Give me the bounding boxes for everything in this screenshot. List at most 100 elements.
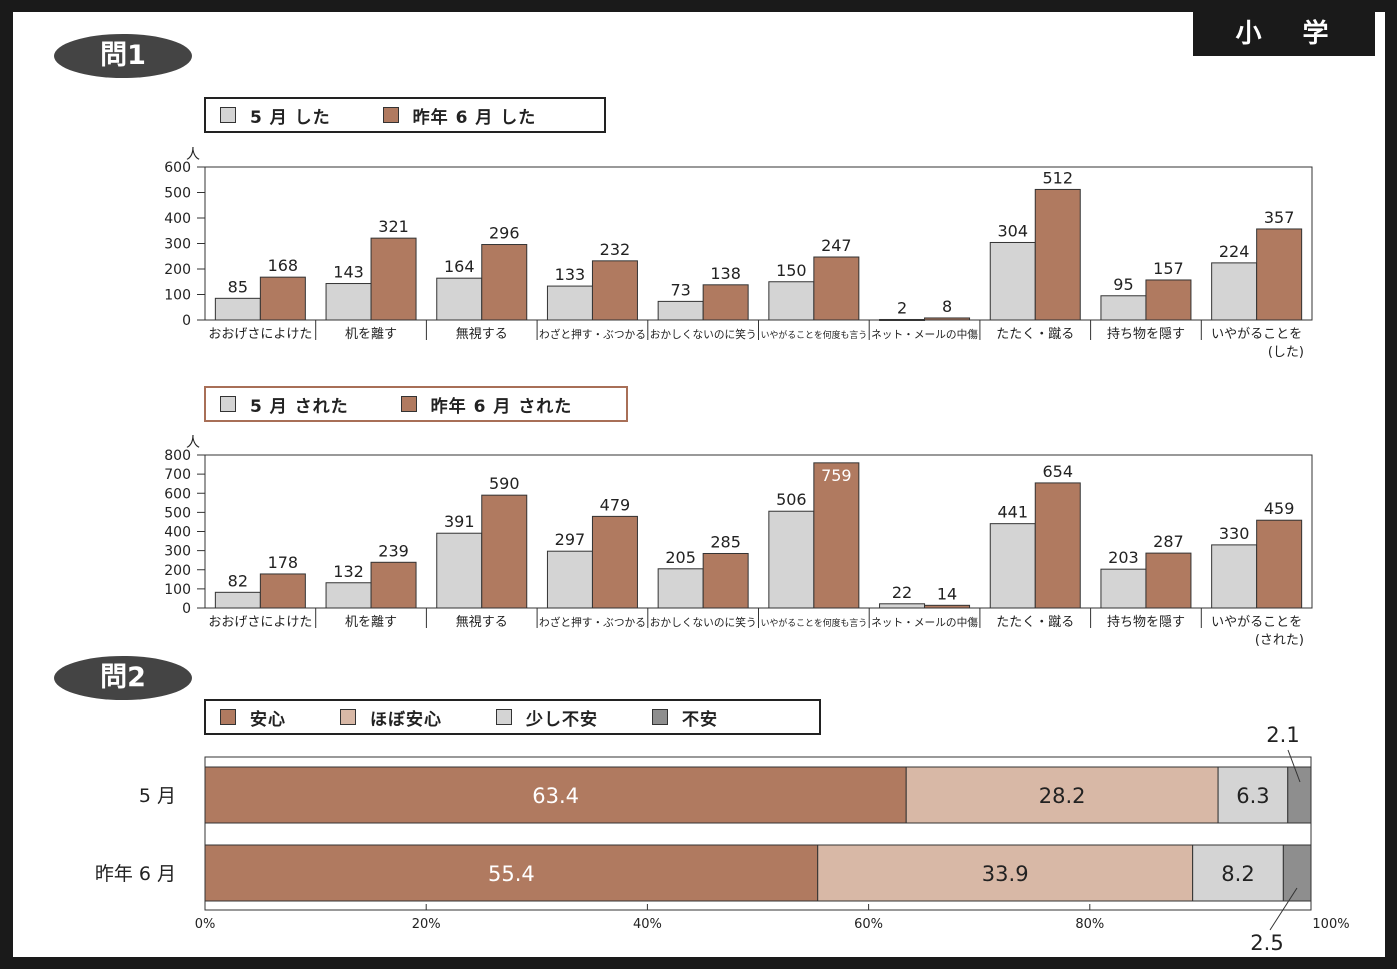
- bar: [1212, 545, 1257, 608]
- category-label: いやがることを何度も言う: [761, 617, 868, 629]
- data-label: 304: [997, 221, 1028, 240]
- bar: [371, 238, 416, 320]
- segment-label: 55.4: [488, 862, 535, 886]
- bar: [703, 553, 748, 608]
- bar: [1101, 296, 1146, 320]
- y-tick-label: 500: [164, 505, 191, 521]
- data-label: 143: [333, 263, 364, 282]
- data-label: 247: [821, 236, 852, 255]
- category-label: わざと押す・ぶつかる: [539, 328, 646, 341]
- category-label: たたく・蹴る: [996, 615, 1074, 630]
- category-label-sub: (した): [1268, 345, 1304, 360]
- bar: [547, 551, 592, 608]
- bar: [880, 319, 925, 320]
- bar: [592, 261, 637, 320]
- category-label-sub: (された): [1255, 633, 1304, 648]
- category-label: いやがることを何度も言う: [761, 329, 868, 341]
- y-tick-label: 200: [164, 563, 191, 579]
- data-label: 224: [1219, 242, 1250, 261]
- data-label: 590: [489, 474, 520, 493]
- row-label: 昨年 6 月: [95, 863, 176, 885]
- data-label: 512: [1042, 168, 1073, 187]
- bar: [990, 242, 1035, 320]
- y-tick-label: 400: [164, 211, 191, 227]
- segment-label: 33.9: [982, 862, 1029, 886]
- callout-label: 2.5: [1250, 931, 1283, 955]
- bar: [215, 298, 260, 320]
- bar: [326, 284, 371, 320]
- data-label: 239: [378, 541, 409, 560]
- data-label: 357: [1264, 208, 1295, 227]
- data-label: 82: [228, 571, 248, 590]
- data-label: 232: [600, 240, 631, 259]
- x-tick-label: 40%: [633, 917, 662, 932]
- category-label: 無視する: [456, 615, 508, 630]
- data-label: 95: [1113, 275, 1133, 294]
- category-label: 持ち物を隠す: [1107, 615, 1185, 630]
- category-label: 机を離す: [345, 327, 397, 342]
- x-tick-label: 80%: [1075, 917, 1104, 932]
- bar: [1035, 189, 1080, 320]
- data-label: 287: [1153, 532, 1184, 551]
- category-label: 机を離す: [345, 615, 397, 630]
- segment-label: 6.3: [1236, 784, 1269, 808]
- bar: [880, 604, 925, 608]
- data-label: 168: [268, 256, 299, 275]
- x-tick-label: 100%: [1312, 917, 1349, 932]
- bar: [260, 277, 305, 320]
- data-label: 133: [555, 265, 586, 284]
- data-label: 654: [1042, 462, 1073, 481]
- data-label: 296: [489, 224, 520, 243]
- data-label: 73: [670, 280, 690, 299]
- category-label: 無視する: [456, 327, 508, 342]
- category-label: ネット・メールの中傷: [871, 616, 978, 629]
- bar: [769, 282, 814, 320]
- category-label: おおげさによけた: [208, 327, 312, 342]
- segment-label: 28.2: [1039, 784, 1086, 808]
- data-label: 132: [333, 562, 364, 581]
- data-label: 157: [1153, 259, 1184, 278]
- bar: [925, 318, 970, 320]
- bar: [482, 245, 527, 320]
- bar: [1146, 280, 1191, 320]
- category-label: いやがることを: [1211, 327, 1302, 342]
- data-label: 321: [378, 217, 409, 236]
- bar: [1035, 483, 1080, 608]
- category-label: おおげさによけた: [208, 615, 312, 630]
- bar: [437, 278, 482, 320]
- bar: [814, 257, 859, 320]
- category-label: いやがることを: [1211, 615, 1302, 630]
- bar: [547, 286, 592, 320]
- category-label: おかしくないのに笑う: [650, 616, 757, 629]
- bar: [925, 605, 970, 608]
- stacked-segment: [1288, 767, 1311, 823]
- category-label: たたく・蹴る: [996, 327, 1074, 342]
- bar: [437, 533, 482, 608]
- data-label: 759: [821, 466, 852, 485]
- bar: [703, 285, 748, 320]
- data-label: 164: [444, 257, 475, 276]
- segment-label: 8.2: [1221, 862, 1254, 886]
- y-unit-label: 人: [186, 435, 200, 451]
- y-tick-label: 100: [164, 582, 191, 598]
- data-label: 85: [228, 277, 248, 296]
- bar: [1257, 229, 1302, 320]
- data-label: 14: [937, 584, 957, 603]
- x-tick-label: 0%: [195, 917, 216, 932]
- bar: [1101, 569, 1146, 608]
- data-label: 203: [1108, 548, 1139, 567]
- x-tick-label: 20%: [412, 917, 441, 932]
- row-label: 5 月: [139, 785, 176, 807]
- x-tick-label: 60%: [854, 917, 883, 932]
- category-label: 持ち物を隠す: [1107, 327, 1185, 342]
- data-label: 22: [892, 583, 912, 602]
- y-tick-label: 300: [164, 237, 191, 253]
- category-label: おかしくないのに笑う: [650, 328, 757, 341]
- data-label: 506: [776, 490, 807, 509]
- bar: [260, 574, 305, 608]
- bar: [658, 569, 703, 608]
- data-label: 150: [776, 261, 807, 280]
- bar: [658, 301, 703, 320]
- stacked-segment: [1283, 845, 1311, 901]
